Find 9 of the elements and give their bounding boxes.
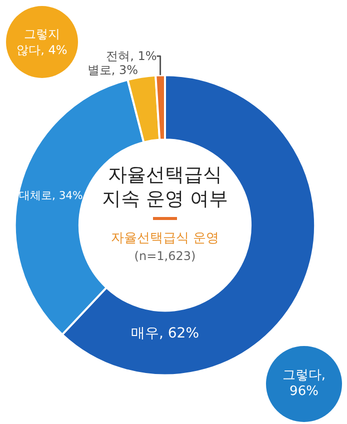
text: 자율선택급식 지속 운영 여부	[100, 163, 230, 211]
text: 자율선택급식 운영	[110, 230, 220, 247]
slice-label: 별로, 3%	[87, 63, 138, 78]
text: 그렇지 않다, 4%	[16, 26, 68, 58]
text: (n=1,623)	[133, 249, 197, 263]
slice-label: 매우, 62%	[130, 325, 200, 342]
text: 그렇다, 96%	[281, 368, 327, 400]
slice-label: 대체로, 34%	[18, 188, 83, 202]
slice-label: 전혀, 1%	[106, 49, 157, 64]
